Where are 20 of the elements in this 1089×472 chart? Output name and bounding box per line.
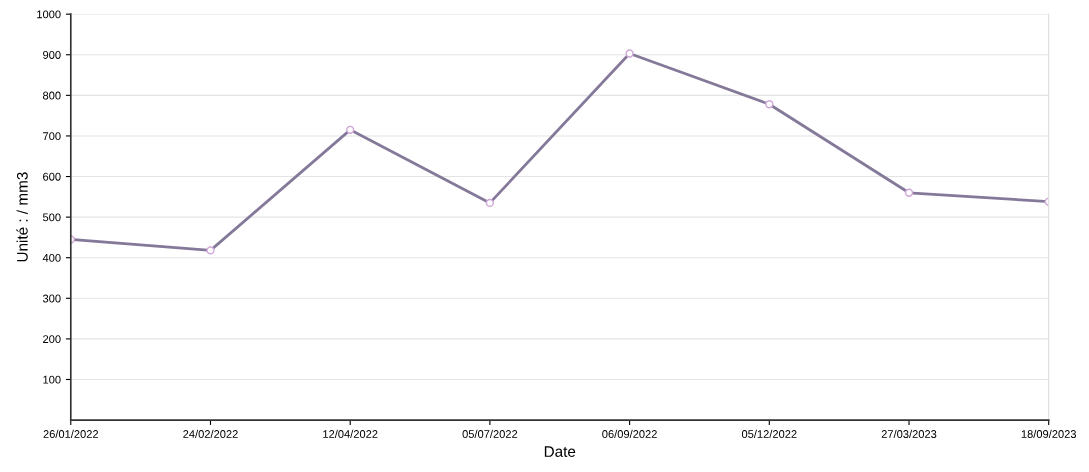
y-tick-label: 200	[43, 335, 61, 344]
x-tick-label: 06/09/2022	[602, 429, 657, 438]
y-tick-label: 400	[42, 253, 61, 262]
y-tick-label: 600	[43, 172, 61, 181]
x-tick-label: 05/07/2022	[462, 429, 518, 438]
y-axis-title: Unité : / mm3	[16, 172, 28, 262]
y-tick-label: 900	[43, 51, 61, 59]
x-tick-label: 26/01/2022	[43, 429, 99, 438]
y-tick-label: 1000	[37, 10, 61, 19]
x-tick-label: 12/04/2022	[323, 429, 378, 438]
x-tick-label: 05/12/2022	[741, 429, 797, 438]
x-tick-label: 18/09/2023	[1021, 429, 1077, 438]
y-tick-label: 500	[42, 213, 61, 222]
x-axis-title: Date	[544, 446, 576, 457]
y-tick-label: 100	[43, 375, 61, 384]
x-tick-label: 27/03/2023	[881, 429, 937, 438]
y-tick-label: 300	[42, 294, 61, 303]
y-tick-label: 700	[43, 132, 61, 141]
x-tick-label: 24/02/2022	[183, 429, 238, 438]
y-tick-label: 800	[43, 91, 61, 100]
